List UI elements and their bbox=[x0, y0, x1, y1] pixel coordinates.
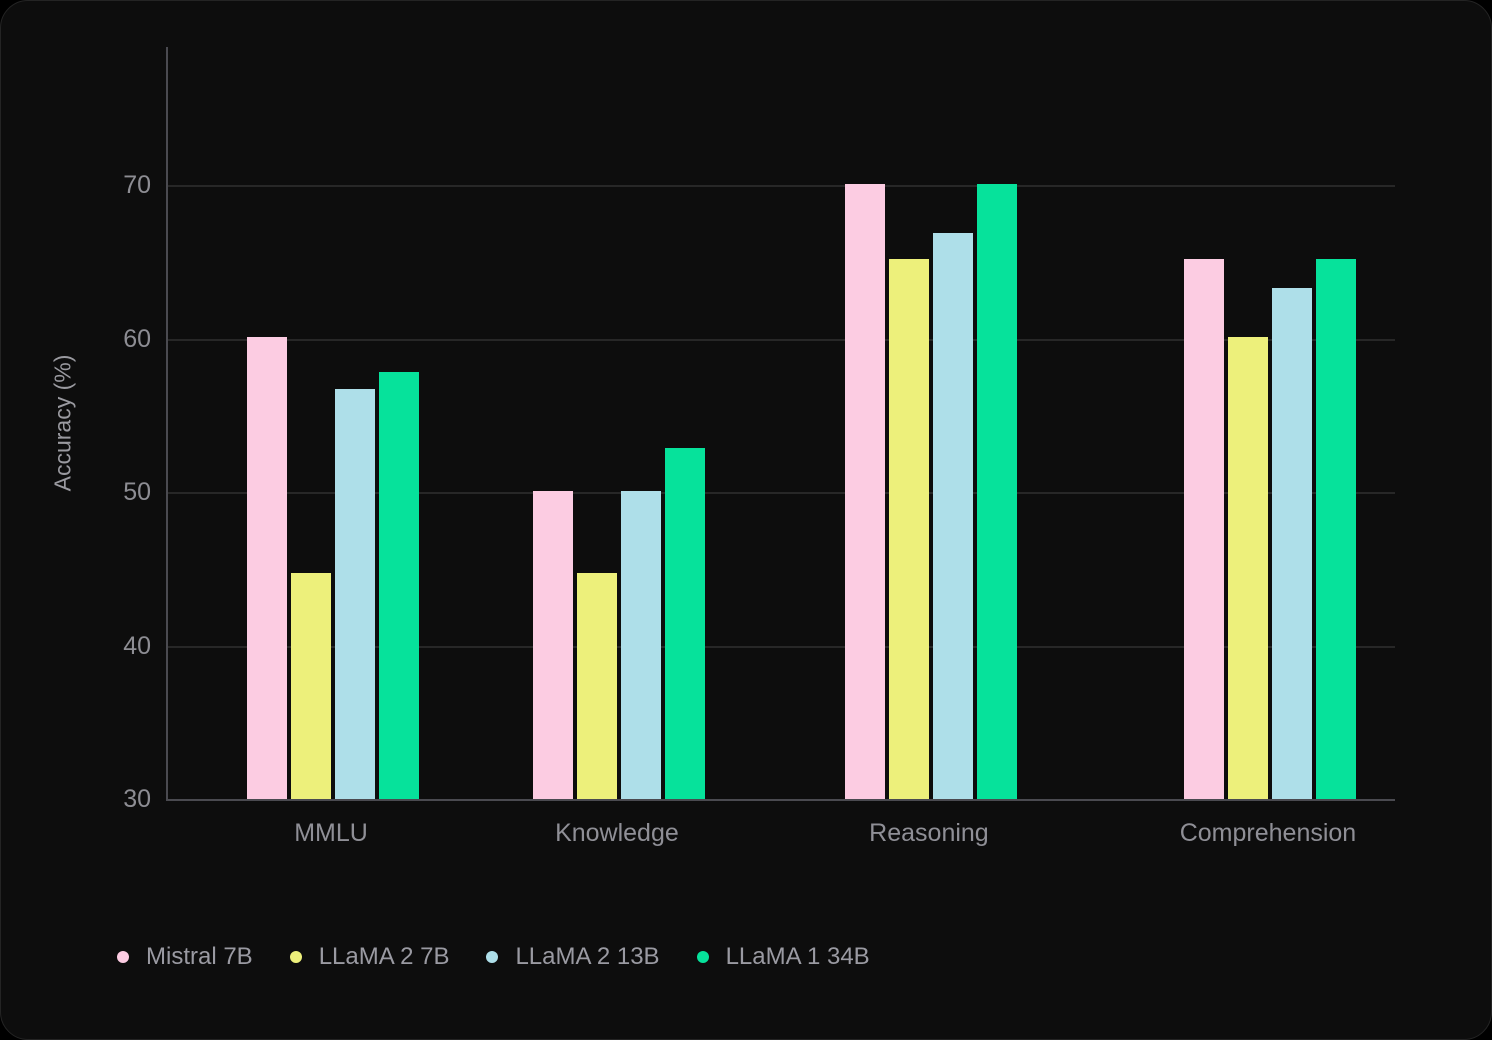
bar-mistral-7b-knowledge bbox=[533, 491, 573, 799]
bar-llama-2-13b-comprehension bbox=[1272, 288, 1312, 799]
bar-llama-2-13b-knowledge bbox=[621, 491, 661, 799]
gridline-40 bbox=[168, 645, 1395, 648]
gridline-60 bbox=[168, 338, 1395, 341]
legend: Mistral 7B LLaMA 2 7B LLaMA 2 13B LLaMA 1 3… bbox=[117, 941, 870, 973]
plot-area bbox=[166, 47, 1395, 801]
legend-item-llama-2-13b[interactable]: LLaMA 2 13B bbox=[486, 943, 660, 971]
gridline-70 bbox=[168, 185, 1395, 188]
y-axis-title: Accuracy (%) bbox=[49, 354, 76, 492]
legend-item-mistral-7b[interactable]: Mistral 7B bbox=[117, 943, 253, 971]
legend-label: Mistral 7B bbox=[146, 943, 253, 970]
legend-label: LLaMA 2 13B bbox=[515, 943, 660, 970]
x-axis-label-comprehension: Comprehension bbox=[1179, 819, 1357, 847]
legend-item-llama-2-7b[interactable]: LLaMA 2 7B bbox=[289, 943, 450, 971]
x-axis-label-mmlu: MMLU bbox=[294, 819, 368, 847]
gridline-50 bbox=[168, 492, 1395, 495]
y-tick-50: 50 bbox=[123, 478, 151, 507]
y-tick-70: 70 bbox=[123, 171, 151, 200]
bar-llama-2-13b-reasoning bbox=[933, 233, 973, 799]
bar-llama-1-34b-reasoning bbox=[977, 184, 1017, 799]
x-axis-label-knowledge: Knowledge bbox=[555, 819, 679, 847]
bar-llama-2-13b-mmlu bbox=[335, 389, 375, 799]
bar-mistral-7b-comprehension bbox=[1184, 259, 1224, 799]
x-axis-label-reasoning: Reasoning bbox=[869, 819, 989, 847]
legend-dot-icon bbox=[117, 951, 129, 963]
legend-label: LLaMA 1 34B bbox=[725, 943, 870, 970]
y-tick-40: 40 bbox=[123, 631, 151, 660]
y-tick-60: 60 bbox=[123, 324, 151, 353]
legend-dot-icon bbox=[289, 951, 302, 963]
bar-llama-1-34b-comprehension bbox=[1316, 259, 1356, 799]
bar-llama-2-7b-comprehension bbox=[1228, 337, 1268, 799]
bar-mistral-7b-reasoning bbox=[845, 184, 885, 799]
legend-dot-icon bbox=[696, 951, 709, 963]
bar-llama-2-7b-reasoning bbox=[889, 259, 929, 799]
legend-item-llama-1-34b[interactable]: LLaMA 1 34B bbox=[696, 943, 870, 971]
bar-llama-2-7b-knowledge bbox=[577, 573, 617, 799]
y-tick-30: 30 bbox=[123, 785, 151, 813]
legend-label: LLaMA 2 7B bbox=[318, 943, 450, 970]
bar-llama-1-34b-mmlu bbox=[379, 372, 419, 799]
bar-mistral-7b-mmlu bbox=[247, 337, 287, 799]
bar-llama-2-7b-mmlu bbox=[291, 573, 331, 799]
legend-dot-icon bbox=[486, 951, 499, 963]
bar-llama-1-34b-knowledge bbox=[665, 448, 705, 799]
